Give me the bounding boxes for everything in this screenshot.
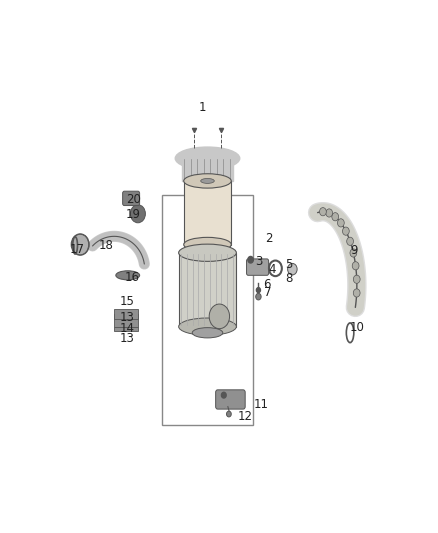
Bar xyxy=(114,314,138,327)
Bar xyxy=(114,327,138,330)
Circle shape xyxy=(347,237,353,245)
Text: 9: 9 xyxy=(350,244,357,257)
Ellipse shape xyxy=(201,179,214,183)
Text: 4: 4 xyxy=(268,263,276,276)
Circle shape xyxy=(256,288,261,293)
Text: 12: 12 xyxy=(238,409,253,423)
Text: 13: 13 xyxy=(120,311,134,324)
Text: 17: 17 xyxy=(70,243,85,256)
FancyBboxPatch shape xyxy=(123,191,140,206)
Text: 16: 16 xyxy=(125,271,140,284)
Bar xyxy=(184,181,231,245)
Text: 6: 6 xyxy=(264,278,271,291)
Text: 5: 5 xyxy=(286,258,293,271)
Text: 20: 20 xyxy=(126,193,141,206)
Text: 19: 19 xyxy=(126,208,141,222)
Text: 8: 8 xyxy=(286,272,293,285)
Text: 18: 18 xyxy=(99,239,114,252)
Text: 11: 11 xyxy=(253,398,268,411)
Circle shape xyxy=(222,392,226,398)
Circle shape xyxy=(332,213,339,221)
Text: 3: 3 xyxy=(255,255,262,268)
Ellipse shape xyxy=(209,304,230,329)
FancyBboxPatch shape xyxy=(215,390,245,409)
Circle shape xyxy=(337,219,344,227)
Circle shape xyxy=(353,289,360,297)
Bar xyxy=(182,158,233,181)
Circle shape xyxy=(320,207,326,216)
Ellipse shape xyxy=(179,318,237,335)
Ellipse shape xyxy=(116,271,140,280)
Text: 1: 1 xyxy=(199,101,206,114)
Ellipse shape xyxy=(288,263,297,275)
Ellipse shape xyxy=(184,237,231,252)
Text: 7: 7 xyxy=(264,286,271,299)
Circle shape xyxy=(226,411,231,417)
FancyBboxPatch shape xyxy=(247,259,268,276)
Ellipse shape xyxy=(179,244,237,261)
Ellipse shape xyxy=(192,328,223,338)
Circle shape xyxy=(352,262,359,270)
Ellipse shape xyxy=(175,147,240,169)
Circle shape xyxy=(353,275,360,284)
Text: 13: 13 xyxy=(120,333,134,345)
Circle shape xyxy=(256,293,261,300)
Bar xyxy=(162,195,253,425)
Text: 14: 14 xyxy=(120,322,134,335)
Text: 2: 2 xyxy=(265,232,273,245)
Circle shape xyxy=(350,249,357,257)
Ellipse shape xyxy=(184,174,231,188)
Circle shape xyxy=(343,227,349,235)
Circle shape xyxy=(131,205,145,223)
Circle shape xyxy=(248,256,253,263)
Text: 15: 15 xyxy=(120,295,134,309)
Circle shape xyxy=(72,235,88,255)
Bar xyxy=(114,309,138,319)
Circle shape xyxy=(326,209,332,217)
Text: 10: 10 xyxy=(350,321,365,334)
Bar xyxy=(179,253,237,327)
